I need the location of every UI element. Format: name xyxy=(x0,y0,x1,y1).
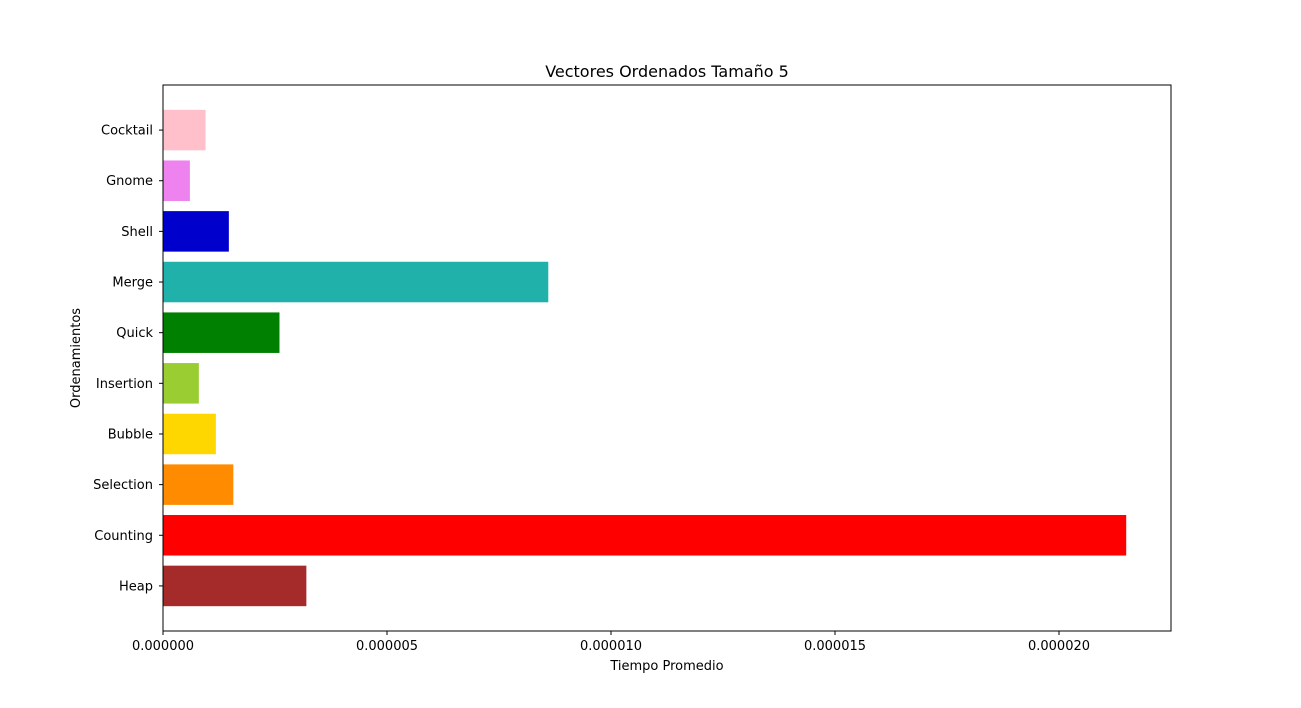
bar-shell xyxy=(163,211,229,252)
x-axis-ticks: 0.000000 0.000005 0.000010 0.000015 0.000020 xyxy=(132,631,1090,654)
y-tick-label: Shell xyxy=(121,225,153,240)
x-tick-label: 0.000000 xyxy=(132,639,194,654)
plot-frame xyxy=(162,84,1172,632)
bar-quick xyxy=(163,312,280,353)
y-axis-ticks: Heap Counting Selection Bubble Insertion Quic… xyxy=(93,124,163,594)
y-tick-label: Merge xyxy=(112,276,153,291)
bar-selection xyxy=(163,464,234,505)
y-tick-label: Insertion xyxy=(96,377,153,392)
y-tick-label: Gnome xyxy=(106,174,153,189)
y-axis-label: Ordenamientos xyxy=(69,308,84,408)
bar-gnome xyxy=(163,160,190,201)
chart-title: Vectores Ordenados Tamaño 5 xyxy=(545,62,789,81)
x-tick-label: 0.000005 xyxy=(356,639,418,654)
x-tick-label: 0.000010 xyxy=(580,639,642,654)
bar-bubble xyxy=(163,413,216,455)
x-axis-label: Tiempo Promedio xyxy=(609,659,723,674)
bars-group xyxy=(163,109,1127,607)
bar-merge xyxy=(163,261,549,303)
bar-insertion xyxy=(163,363,199,404)
bar-counting xyxy=(163,515,1127,556)
y-tick-label: Quick xyxy=(116,326,153,341)
x-tick-label: 0.000020 xyxy=(1028,639,1090,654)
bar-heap xyxy=(163,565,307,607)
y-tick-label: Selection xyxy=(93,478,153,493)
y-tick-label: Counting xyxy=(94,529,153,544)
y-tick-label: Bubble xyxy=(108,427,153,442)
y-tick-label: Heap xyxy=(119,579,153,594)
bar-cocktail xyxy=(163,109,206,151)
x-tick-label: 0.000015 xyxy=(804,639,866,654)
y-tick-label: Cocktail xyxy=(101,124,153,139)
